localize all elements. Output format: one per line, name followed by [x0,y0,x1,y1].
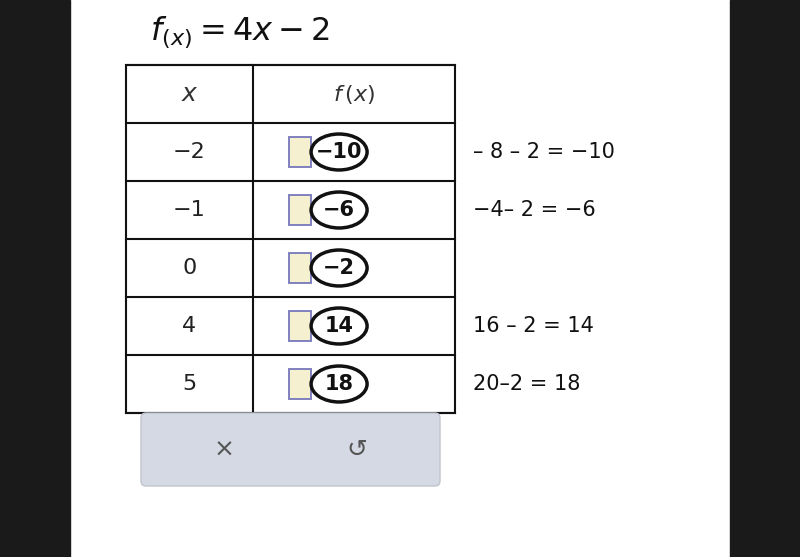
Bar [289,253,311,283]
Ellipse shape [311,134,367,170]
FancyBboxPatch shape [141,413,440,486]
Bar [0,0,70,557]
Text: – 8 – 2 = −10: – 8 – 2 = −10 [473,142,615,162]
Text: ×: × [214,437,234,462]
Bar [289,137,311,167]
Bar [126,65,455,413]
Ellipse shape [311,308,367,344]
Bar [730,0,800,557]
Ellipse shape [311,192,367,228]
Ellipse shape [311,250,367,286]
Text: 20–2 = 18: 20–2 = 18 [473,374,580,394]
Text: $x$: $x$ [181,82,198,106]
Text: 18: 18 [325,374,354,394]
Bar [289,369,311,399]
Bar [289,311,311,341]
Text: −2: −2 [173,142,206,162]
Text: $f_{(x)} = 4x - 2$: $f_{(x)} = 4x - 2$ [150,14,330,50]
Text: 5: 5 [182,374,197,394]
Ellipse shape [311,366,367,402]
Text: 16 – 2 = 14: 16 – 2 = 14 [473,316,594,336]
Text: 14: 14 [325,316,354,336]
Text: −10: −10 [316,142,362,162]
Text: −4– 2 = −6: −4– 2 = −6 [473,200,596,220]
Text: −6: −6 [323,200,355,220]
Text: 4: 4 [182,316,196,336]
Bar [289,195,311,225]
Text: −2: −2 [323,258,355,278]
Text: 0: 0 [182,258,197,278]
Text: $f\,(x)$: $f\,(x)$ [333,82,375,105]
Text: ↺: ↺ [346,437,367,462]
Text: −1: −1 [173,200,206,220]
